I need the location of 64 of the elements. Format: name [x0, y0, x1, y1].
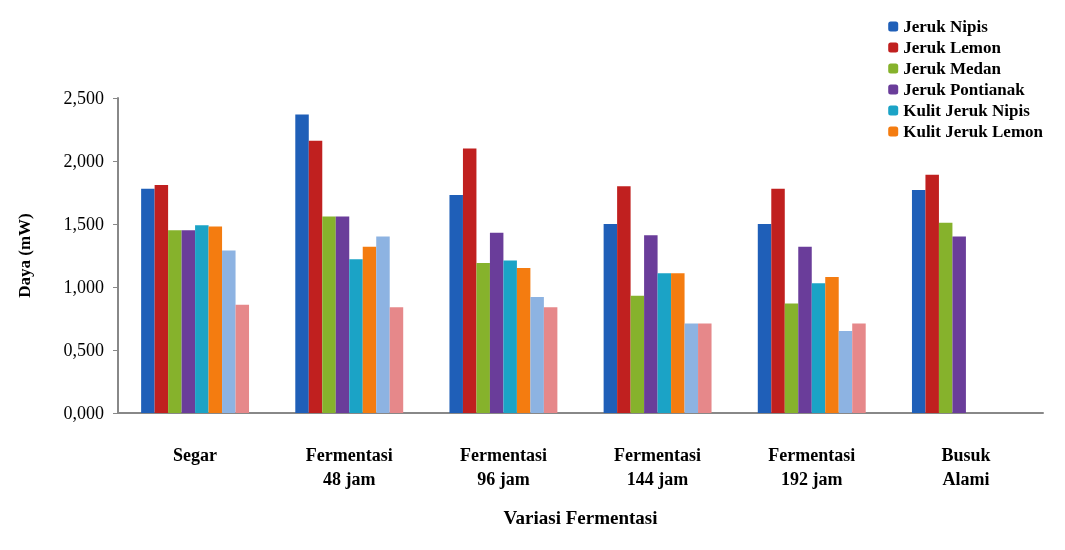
legend-label: Kulit Jeruk Nipis	[903, 101, 1031, 120]
bar	[349, 259, 363, 413]
bar	[322, 216, 336, 413]
bar	[489, 232, 504, 413]
x-tick-label: Busuk Alami	[941, 445, 991, 489]
bar	[208, 226, 223, 413]
bar	[825, 276, 839, 413]
bar	[308, 140, 323, 413]
bar	[811, 283, 826, 413]
bar	[449, 195, 463, 413]
bar	[389, 307, 404, 413]
bar	[141, 188, 155, 413]
y-tick-label: 2,500	[63, 88, 104, 108]
bar	[630, 295, 645, 413]
y-tick-label: 0,000	[63, 403, 104, 423]
bar	[852, 323, 866, 413]
bar	[503, 260, 517, 413]
bar	[757, 224, 772, 413]
bar	[938, 222, 953, 413]
bar	[362, 246, 377, 413]
y-tick-label: 1,500	[63, 214, 104, 234]
bar	[295, 114, 309, 413]
bar	[476, 263, 490, 413]
y-tick-label: 1,000	[63, 277, 104, 297]
bar	[671, 273, 685, 413]
x-tick-label: Fermentasi 96 jam	[459, 445, 547, 489]
bar	[168, 230, 182, 413]
y-tick-label: 2,000	[63, 151, 104, 171]
bar	[376, 236, 390, 413]
bar	[516, 268, 531, 413]
x-tick-label: Fermentasi 192 jam	[768, 445, 856, 489]
legend-label: Kulit Jeruk Lemon	[903, 122, 1044, 141]
bar	[784, 303, 799, 413]
bar	[684, 323, 699, 413]
bar	[617, 186, 631, 413]
bar	[335, 216, 350, 413]
bar	[530, 297, 544, 413]
bar	[644, 235, 658, 413]
bar	[543, 307, 558, 413]
legend-label: Jeruk Pontianak	[903, 80, 1026, 99]
bar	[798, 246, 812, 413]
bar	[698, 323, 712, 413]
bar	[925, 174, 939, 413]
x-axis-title: Variasi Fermentasi	[503, 507, 658, 528]
bar	[771, 188, 785, 413]
bar	[222, 250, 236, 413]
x-tick-label: Fermentasi 144 jam	[614, 445, 702, 489]
bar	[603, 224, 618, 413]
bar	[462, 148, 477, 413]
bar	[911, 189, 926, 413]
x-tick-label: Segar	[173, 445, 218, 465]
legend-label: Jeruk Medan	[903, 59, 1002, 78]
bar	[952, 236, 966, 413]
bar	[657, 273, 672, 413]
legend-label: Jeruk Nipis	[903, 17, 989, 36]
x-tick-label: Fermentasi 48 jam	[305, 445, 393, 489]
y-tick-label: 0,500	[63, 340, 104, 360]
legend-label: Jeruk Lemon	[903, 38, 1002, 57]
bar	[195, 225, 209, 413]
bar	[181, 230, 196, 413]
bar	[154, 184, 169, 413]
y-axis-title: Daya (mW)	[15, 213, 34, 298]
bar	[235, 304, 250, 413]
bar	[838, 331, 853, 413]
